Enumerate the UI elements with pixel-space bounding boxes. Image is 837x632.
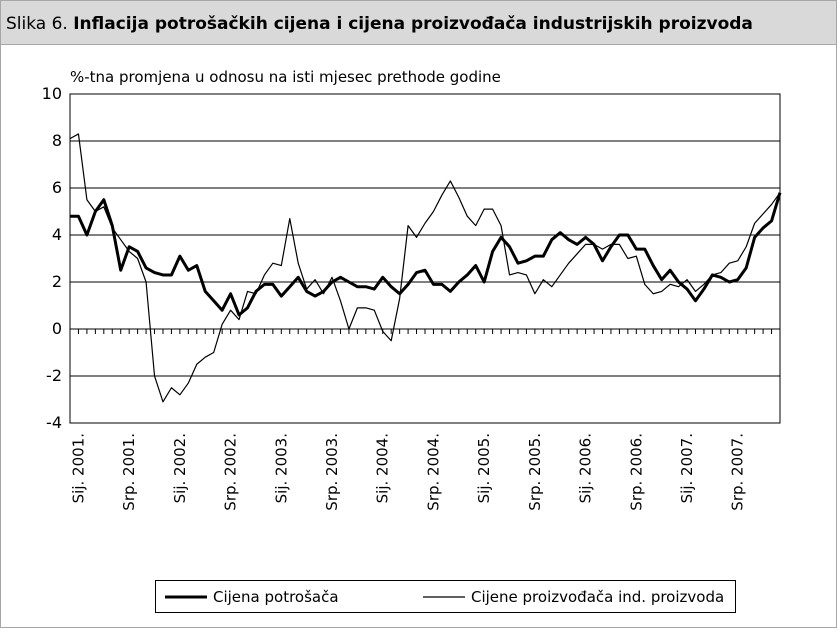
- series-line: [70, 192, 782, 317]
- x-tick-label: Sij. 2007.: [678, 433, 696, 503]
- x-tick-label: Srp. 2004.: [424, 433, 442, 511]
- legend-label: Cijena potrošača: [213, 588, 339, 606]
- x-tick-label: Sij. 2006.: [577, 433, 595, 503]
- x-tick-label: Sij. 2001.: [69, 433, 87, 503]
- series-line: [69, 133, 781, 403]
- y-tick-label: 0: [52, 319, 62, 338]
- label: Slika 6.: [6, 14, 68, 34]
- y-tick-label: 6: [52, 178, 62, 197]
- x-tick-label: Sij. 2004.: [374, 433, 392, 503]
- title-bar: [0, 0, 837, 45]
- y-tick-label: -4: [46, 413, 62, 432]
- x-tick-label: Srp. 2002.: [222, 433, 240, 511]
- plot-area: [69, 93, 781, 424]
- x-tick-label: Sij. 2003.: [272, 433, 290, 503]
- x-tick-label: Srp. 2006.: [627, 433, 645, 511]
- y-tick-label: 8: [52, 131, 62, 150]
- x-tick-label: Srp. 2003.: [323, 433, 341, 511]
- y-tick-label: -2: [46, 366, 62, 385]
- legend-label: Cijene proizvođača ind. proizvoda: [471, 588, 724, 606]
- y-label: %-tna promjena u odnosu na isti mjesec p…: [70, 68, 501, 86]
- x-tick-label: Sij. 2005.: [475, 433, 493, 503]
- x-tick-label: Sij. 2002.: [171, 433, 189, 503]
- x-tick-label: Srp. 2007.: [729, 433, 747, 511]
- y-tick-label: 4: [52, 225, 62, 244]
- title: Inflacija potrošačkih cijena i cijena pr…: [73, 14, 753, 34]
- y-tick-label: 2: [52, 272, 62, 291]
- y-tick-label: 10: [42, 84, 62, 103]
- x-tick-label: Srp. 2005.: [526, 433, 544, 511]
- x-tick-label: Srp. 2001.: [120, 433, 138, 511]
- figure-label: Slika 6. Inflacija potrošačkih cijena i …: [6, 14, 753, 34]
